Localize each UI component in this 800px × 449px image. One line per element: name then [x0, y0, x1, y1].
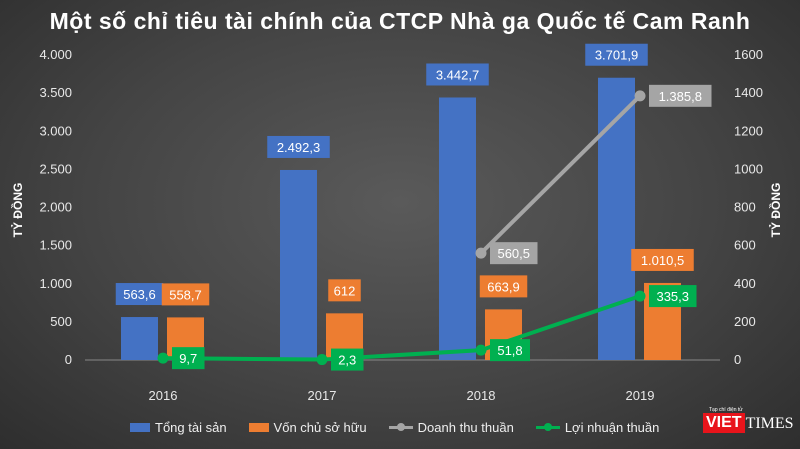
- data-label: 9,7: [179, 351, 197, 366]
- data-label-box: [115, 283, 164, 306]
- data-label-box: [631, 248, 694, 271]
- legend-label: Lợi nhuận thuần: [564, 420, 660, 435]
- line-point: [475, 247, 487, 259]
- y-right-tick-label: 800: [734, 200, 756, 215]
- x-tick-label: 2017: [308, 388, 337, 403]
- viettimes-logo: Tạp chí điện tử VIET TIMES: [703, 407, 794, 433]
- y-tick-label: 2.000: [39, 200, 72, 215]
- y-right-tick-label: 600: [734, 238, 756, 253]
- y-right-tick-label: 1200: [734, 123, 763, 138]
- chart-title: Một số chỉ tiêu tài chính của CTCP Nhà g…: [49, 8, 751, 34]
- data-label-box: [426, 63, 489, 86]
- bar-total-assets: [280, 169, 317, 360]
- legend-swatch: [535, 423, 560, 431]
- y-right-tick-label: 0: [734, 352, 741, 367]
- y-tick-label: 500: [50, 314, 72, 329]
- data-label: 2.492,3: [277, 140, 320, 155]
- data-label: 560,5: [497, 246, 530, 261]
- y-right-axis-label: TỶ ĐỒNG: [768, 183, 783, 238]
- data-label: 612: [334, 283, 356, 298]
- legend-item: Doanh thu thuần: [388, 420, 514, 435]
- data-label-box: [490, 242, 538, 265]
- data-label-box: [331, 348, 364, 371]
- data-label-box: [649, 84, 712, 107]
- data-label-box: [479, 275, 528, 298]
- data-label: 558,7: [169, 287, 202, 302]
- bar-total-assets: [439, 97, 476, 360]
- line-point: [157, 352, 169, 364]
- data-label: 2,3: [338, 353, 356, 368]
- legend-item: Tổng tài sản: [130, 420, 227, 435]
- y-tick-label: 3.000: [39, 123, 72, 138]
- legend-label: Vốn chủ sở hữu: [273, 420, 367, 435]
- y-right-tick-label: 400: [734, 276, 756, 291]
- legend-swatch: [248, 423, 269, 432]
- line-revenue: [479, 94, 642, 255]
- y-axis-label: TỶ ĐỒNG: [10, 183, 25, 238]
- line-net-profit: [162, 294, 641, 362]
- bar-total-assets: [598, 77, 635, 360]
- legend: Tổng tài sản Vốn chủ sở hữu Doanh thu thuầ…: [130, 420, 659, 435]
- data-label-box: [172, 347, 205, 370]
- data-label-box: [161, 283, 210, 306]
- y-tick-label: 2.500: [39, 161, 72, 176]
- y-tick-label: 0: [65, 352, 72, 367]
- y-tick-label: 1.500: [39, 238, 72, 253]
- line-point: [634, 90, 646, 102]
- data-label-box: [267, 135, 330, 158]
- x-tick-label: 2016: [149, 388, 178, 403]
- legend-swatch: [130, 423, 150, 432]
- y-right-tick-label: 1000: [734, 161, 763, 176]
- legend-item: Lợi nhuận thuần: [535, 420, 660, 435]
- data-label: 663,9: [487, 279, 520, 294]
- data-label: 3.442,7: [436, 67, 479, 82]
- x-tick-label: 2019: [626, 388, 655, 403]
- logo-times: TIMES: [745, 415, 794, 432]
- data-label-box: [490, 339, 530, 362]
- bar-total-assets: [121, 317, 158, 360]
- y-right-tick-label: 1400: [734, 85, 763, 100]
- y-tick-label: 1.000: [39, 276, 72, 291]
- legend-item: Vốn chủ sở hữu: [248, 420, 367, 435]
- line-point: [634, 290, 646, 302]
- x-tick-label: 2018: [467, 388, 496, 403]
- line-point: [316, 354, 328, 366]
- data-label: 1.010,5: [641, 253, 684, 268]
- logo-viet: VIET: [703, 413, 745, 433]
- data-label: 3.701,9: [595, 48, 638, 63]
- y-tick-label: 4.000: [39, 47, 72, 62]
- data-label: 51,8: [497, 343, 522, 358]
- y-right-tick-label: 1600: [734, 47, 763, 62]
- legend-label: Tổng tài sản: [155, 420, 227, 435]
- logo-tagline: Tạp chí điện tử: [709, 407, 743, 413]
- line-point: [475, 344, 487, 356]
- legend-swatch: [388, 423, 413, 431]
- y-right-tick-label: 200: [734, 314, 756, 329]
- data-label-box: [649, 285, 697, 308]
- data-label-box: [328, 279, 361, 302]
- data-label-box: [585, 43, 648, 66]
- y-tick-label: 3.500: [39, 85, 72, 100]
- data-label: 1.385,8: [659, 89, 702, 104]
- legend-label: Doanh thu thuần: [417, 420, 514, 435]
- data-label: 563,6: [123, 287, 156, 302]
- data-label: 335,3: [656, 289, 689, 304]
